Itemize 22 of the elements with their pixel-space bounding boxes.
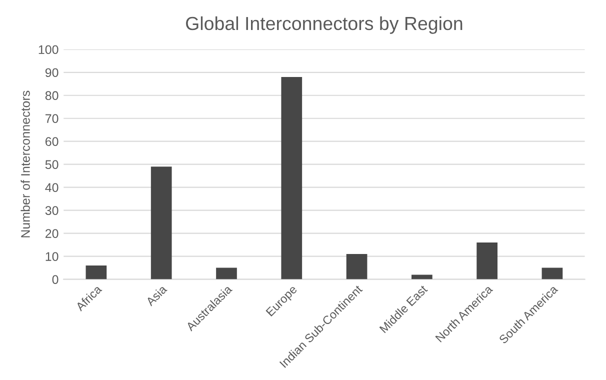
bar [281,76,302,280]
chart-title: Global Interconnectors by Region [186,16,462,34]
y-tick-label: 20 [45,229,58,238]
bar [346,254,368,280]
bar [216,268,237,280]
y-tick-label: 70 [46,114,58,124]
y-tick-label: 0 [52,275,58,284]
y-axis-title: Number of Interconnectors [20,90,30,238]
y-tick-label: 60 [46,137,58,146]
y-tick-label: 40 [45,183,58,192]
y-tick-label: 30 [45,206,58,215]
y-tick-label: 50 [45,160,58,169]
bar [412,274,432,280]
bar [150,166,172,280]
y-tick-label: 90 [45,68,58,78]
bar [476,242,498,280]
y-tick-label: 10 [46,252,58,261]
bar [86,266,107,280]
bar [542,268,563,280]
x-tick-label: Asia [145,284,168,307]
y-tick-label: 80 [45,91,58,100]
y-tick-label: 100 [38,45,58,54]
